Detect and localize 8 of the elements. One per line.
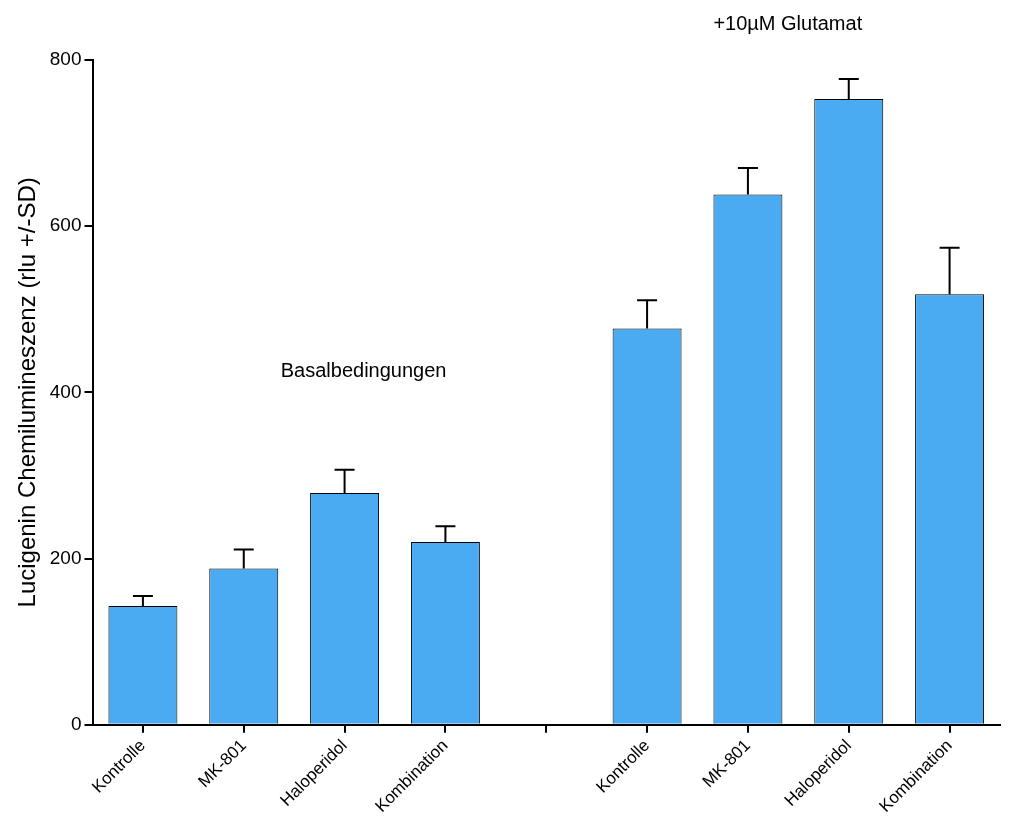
y-tick-label: 800 — [49, 48, 82, 70]
y-axis-title: Lucigenin Chemilumineszenz (rlu +/-SD) — [13, 177, 41, 608]
y-tick-label: 400 — [49, 380, 82, 402]
y-tick-label: 0 — [70, 712, 82, 734]
text: +10µM Glutamat — [713, 12, 863, 35]
y-tick-label: 200 — [49, 546, 82, 568]
annotation: Basalbedingungen — [280, 358, 447, 381]
y-tick-label: 600 — [49, 214, 82, 236]
